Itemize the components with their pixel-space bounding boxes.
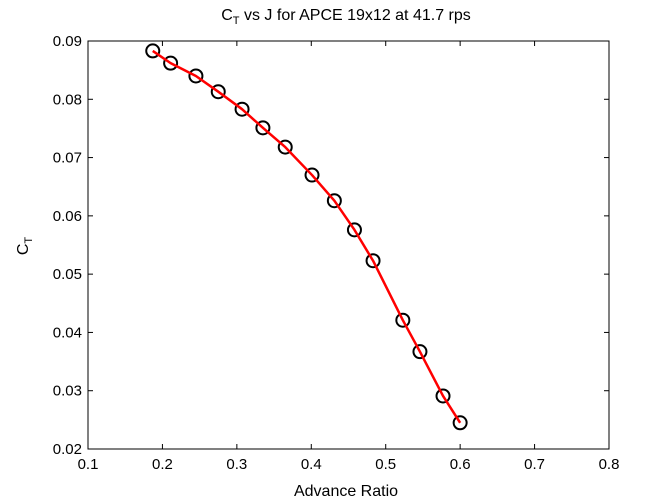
x-tick-label: 0.7 xyxy=(524,456,545,473)
data-point xyxy=(395,312,411,328)
y-tick-label: 0.04 xyxy=(53,324,82,341)
axes: 0.1 0.2 0.3 0.4 0.5 0.6 0.7 0.8 0.02 0.03 0.04 0.05… xyxy=(53,33,620,473)
data-point xyxy=(304,167,320,183)
plot-area xyxy=(87,40,610,450)
series-layer xyxy=(145,43,468,431)
x-tick-label: 0.5 xyxy=(375,456,396,473)
data-point xyxy=(365,253,381,269)
y-axis-label-subscript: T xyxy=(23,237,35,244)
y-tick-label: 0.06 xyxy=(53,208,82,225)
data-point xyxy=(145,43,161,59)
data-point xyxy=(435,388,451,404)
plot-box xyxy=(87,40,610,450)
x-tick-label: 0.3 xyxy=(226,456,247,473)
y-tick-label: 0.05 xyxy=(53,266,82,283)
fit-line xyxy=(152,49,462,424)
x-tick-label: 0.4 xyxy=(301,456,322,473)
y-axis-label: CT xyxy=(15,237,35,256)
data-point xyxy=(163,55,179,71)
data-point xyxy=(234,101,250,117)
y-tick-label: 0.02 xyxy=(53,441,82,458)
y-tick-label: 0.08 xyxy=(53,91,82,108)
chart-title-subscript: T xyxy=(233,15,240,27)
y-tick-label: 0.03 xyxy=(53,383,82,400)
labels: CT vs J for APCE 19x12 at 41.7 rps Advan… xyxy=(15,7,471,500)
data-point xyxy=(326,193,342,209)
y-tick-label: 0.09 xyxy=(53,33,82,50)
y-tick-label: 0.07 xyxy=(53,150,82,167)
x-tick-label: 0.2 xyxy=(152,456,173,473)
data-point xyxy=(255,120,271,136)
data-point xyxy=(346,222,362,238)
data-point xyxy=(210,84,226,100)
chart-title: CT vs J for APCE 19x12 at 41.7 rps xyxy=(221,7,471,27)
x-tick-label: 0.1 xyxy=(78,456,99,473)
data-point xyxy=(452,415,468,431)
data-point xyxy=(412,344,428,360)
x-axis-label: Advance Ratio xyxy=(294,483,398,500)
x-tick-label: 0.8 xyxy=(599,456,620,473)
data-point xyxy=(188,68,204,84)
data-point xyxy=(277,139,293,155)
x-tick-label: 0.6 xyxy=(450,456,471,473)
